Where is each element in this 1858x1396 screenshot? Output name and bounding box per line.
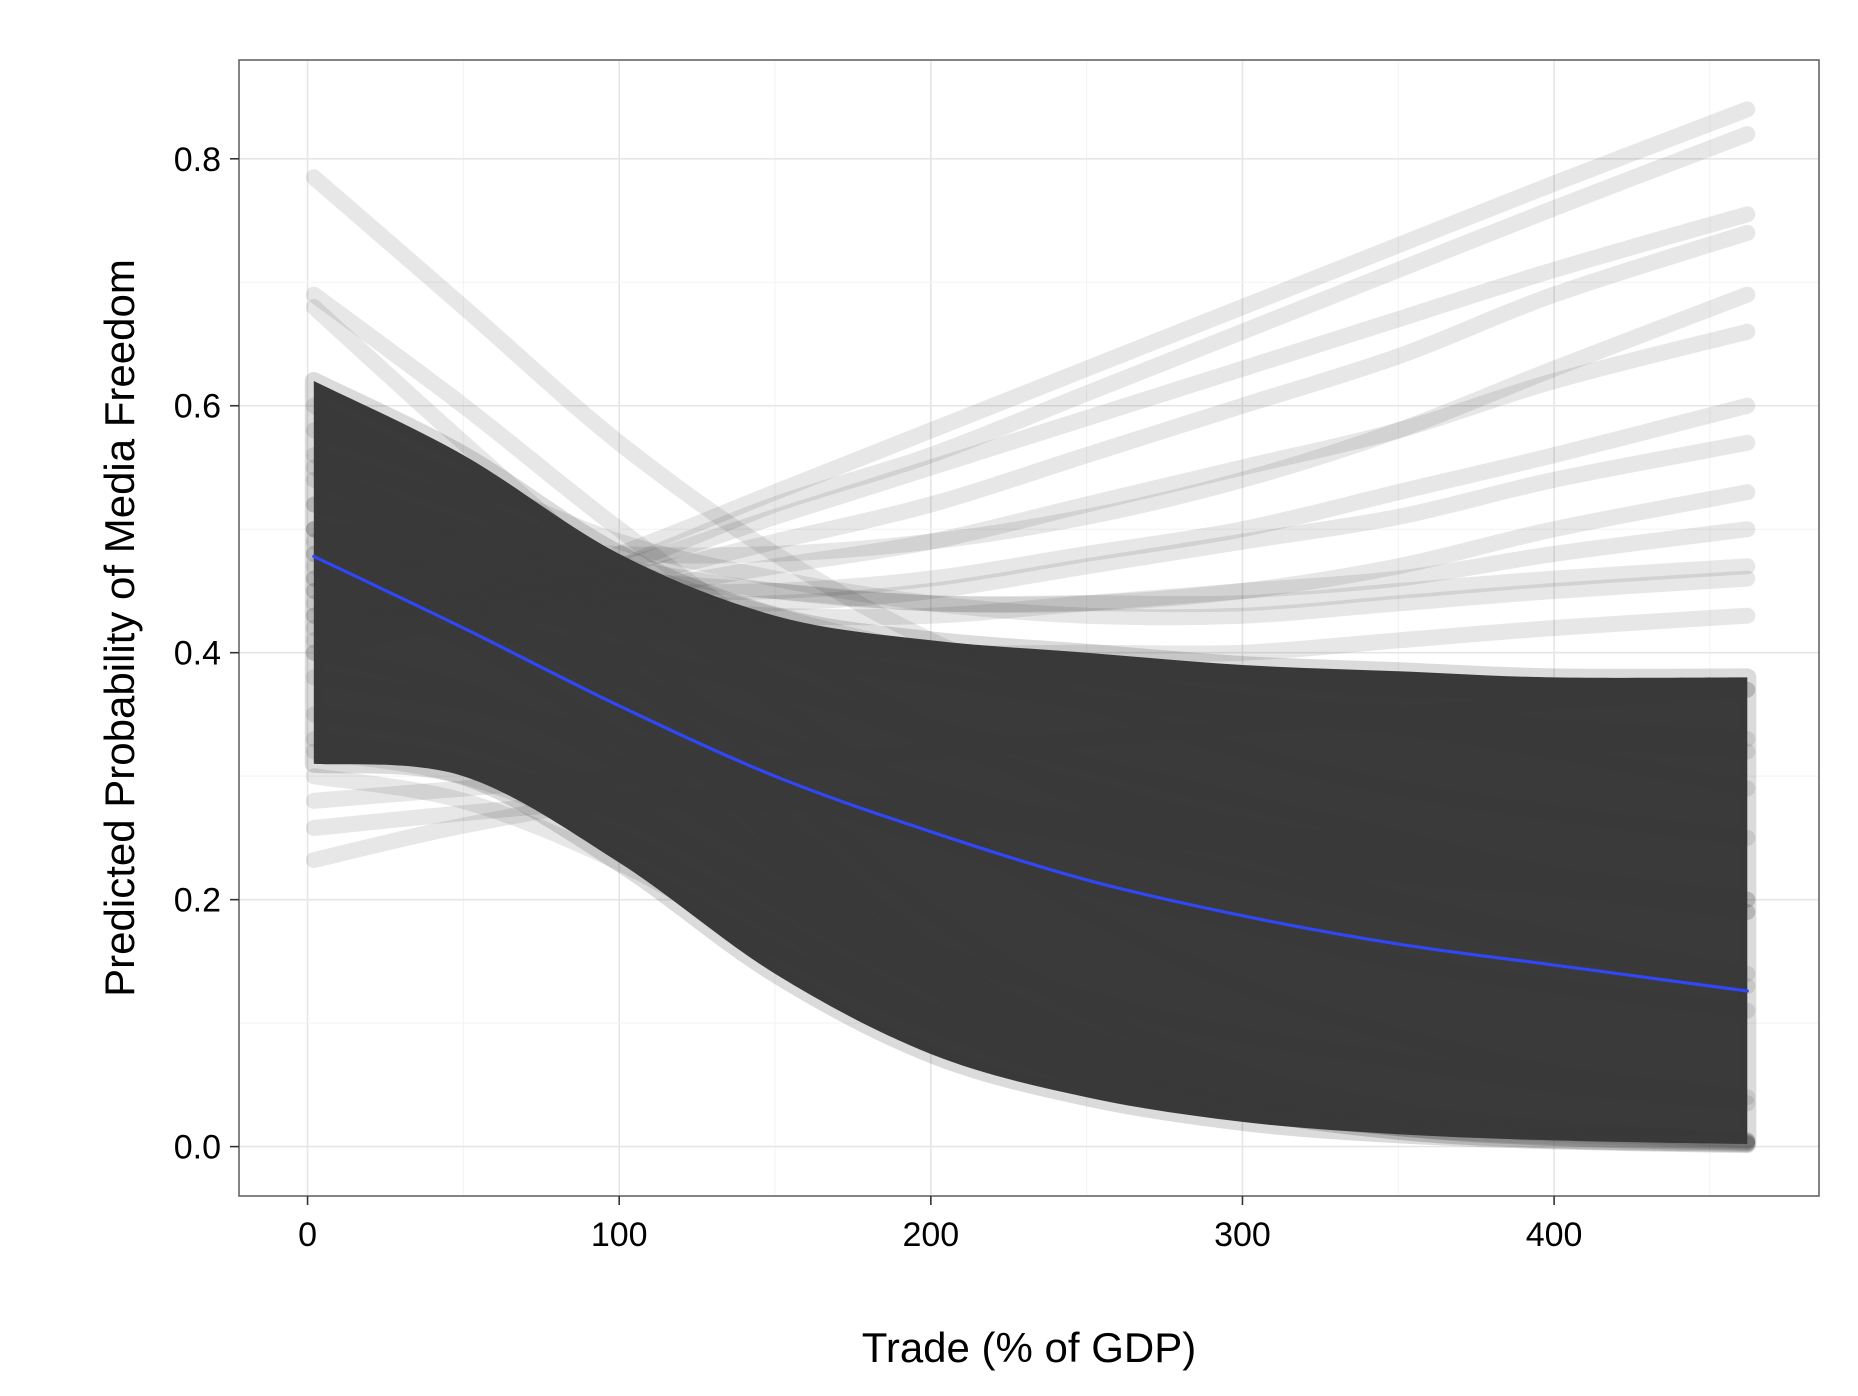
simulation-lines — [305, 101, 1756, 1153]
x-tick-label: 300 — [1214, 1216, 1271, 1254]
simulation-line-27 — [305, 447, 1756, 748]
simulation-line-24 — [305, 484, 1756, 613]
simulation-line-11 — [305, 496, 1756, 797]
x-tick-label: 100 — [591, 1216, 648, 1254]
simulation-line-22 — [305, 583, 1756, 662]
simulation-line-21 — [305, 521, 1756, 613]
y-tick-label: 0.8 — [174, 141, 221, 179]
simulation-line-2 — [305, 286, 1756, 982]
x-tick-label: 0 — [298, 1216, 317, 1254]
simulation-line-10 — [305, 743, 1756, 1151]
simulation-line-18 — [305, 206, 1756, 624]
simulation-line-17 — [305, 101, 1756, 649]
y-tick-label: 0.6 — [174, 388, 221, 426]
simulation-line-15 — [305, 224, 1756, 636]
simulation-line-19 — [305, 286, 1756, 564]
simulation-line-30 — [305, 790, 1756, 995]
simulation-band-area — [304, 372, 1757, 1154]
simulation-line-33 — [305, 669, 1756, 1019]
simulation-line-29 — [305, 791, 1756, 920]
simulation-line-9 — [305, 706, 1756, 1150]
simulation-line-32 — [305, 731, 1756, 1112]
simulation-line-26 — [305, 607, 1756, 920]
simulation-line-28 — [305, 681, 1756, 809]
x-axis: 0 100 200 300 400 — [298, 1196, 1582, 1254]
simulation-line-4 — [305, 397, 1756, 1149]
simulation-band — [304, 372, 1757, 1154]
simulation-line-5 — [305, 459, 1756, 1151]
simulation-line-14 — [305, 323, 1756, 613]
x-axis-title: Trade (% of GDP) — [862, 1324, 1197, 1371]
simulation-line-1 — [305, 169, 1756, 846]
simulation-line-23 — [305, 533, 1756, 699]
simulation-line-36 — [305, 422, 1756, 626]
simulation-line-8 — [305, 644, 1756, 1149]
simulation-line-12 — [305, 521, 1756, 626]
y-tick-label: 0.2 — [174, 882, 221, 920]
simulation-line-31 — [305, 768, 1756, 1150]
mean-line — [312, 554, 1749, 993]
y-tick-label: 0.0 — [174, 1129, 221, 1167]
simulation-line-25 — [305, 545, 1756, 760]
x-tick-label: 200 — [902, 1216, 959, 1254]
simulation-line-16 — [305, 126, 1756, 661]
simulation-line-7 — [305, 583, 1756, 1153]
x-tick-label: 400 — [1526, 1216, 1583, 1254]
y-axis-title: Predicted Probability of Media Freedom — [96, 259, 143, 997]
mean-line-layer — [312, 554, 1749, 993]
simulation-line-20 — [305, 397, 1756, 601]
simulation-line-35 — [305, 570, 1756, 908]
panel-border — [238, 59, 1820, 1197]
simulation-line-6 — [305, 521, 1756, 1153]
y-tick-label: 0.4 — [174, 635, 221, 673]
simulation-line-34 — [305, 471, 1756, 908]
simulation-line-13 — [305, 434, 1756, 613]
y-axis: 0.0 0.2 0.4 0.6 0.8 — [174, 141, 239, 1167]
